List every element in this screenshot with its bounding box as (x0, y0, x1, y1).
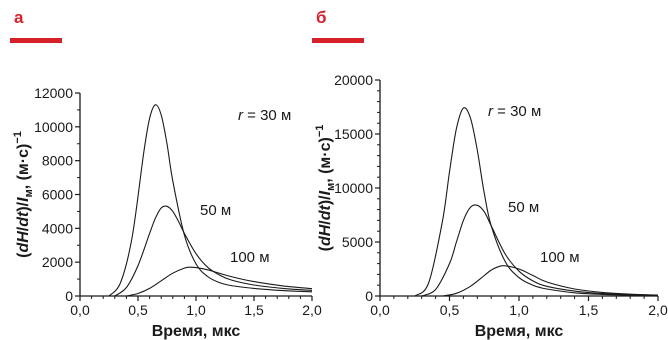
y-axis-title: (dH/dt)/Iм, (м·с)−1 (12, 131, 35, 258)
series-line-2 (126, 266, 313, 297)
y-tick-label: 0 (365, 288, 373, 304)
x-tick-label: 0,0 (370, 302, 390, 318)
panel-label-b: б (316, 8, 327, 27)
y-tick-label: 15000 (334, 126, 373, 142)
x-tick-label: 2,0 (302, 302, 322, 318)
series-line-0 (108, 104, 313, 297)
curve-label-1: 50 м (508, 199, 539, 216)
x-axis-title: Время, мкс (152, 323, 241, 340)
x-axis-title: Время, мкс (475, 323, 564, 340)
y-tick-label: 12000 (34, 85, 73, 101)
y-tick-label: 10000 (34, 119, 73, 135)
x-tick-label: 1,5 (579, 302, 599, 318)
chart-b: 0,0 0,5 1,0 1,5 2,0 0 5000 10000 15000 20000 Время… (314, 72, 668, 340)
chart-a: 0,0 0,5 1,0 1,5 2,0 0 2000 4000 6000 8000 10000 120… (12, 85, 322, 340)
series-line-1 (421, 204, 659, 297)
x-tick-label: 1,5 (244, 302, 264, 318)
y-tick-label: 0 (65, 288, 73, 304)
series-line-0 (414, 107, 659, 297)
x-tick-label: 0,0 (70, 302, 90, 318)
curve-label-0: r = 30 м (488, 103, 541, 120)
y-tick-label: 8000 (42, 153, 73, 169)
panel-label-a: а (14, 8, 24, 27)
panel-bar-b (312, 38, 364, 43)
series-line-2 (442, 265, 659, 297)
x-tick-label: 0,5 (440, 302, 460, 318)
curve-label-2: 100 м (230, 249, 270, 266)
curve-label-2: 100 м (540, 249, 580, 266)
y-tick-label: 6000 (42, 187, 73, 203)
y-axis-title: (dH/dt)/Iм, (м·с)−1 (314, 125, 337, 252)
y-tick-label: 2000 (42, 254, 73, 270)
y-tick-label: 10000 (334, 180, 373, 196)
y-tick-label: 5000 (342, 234, 373, 250)
x-tick-label: 1,0 (509, 302, 529, 318)
x-tick-label: 0,5 (128, 302, 148, 318)
y-tick-label: 20000 (334, 72, 373, 88)
series-line-1 (114, 205, 313, 297)
y-tick-label: 4000 (42, 220, 73, 236)
x-tick-label: 1,0 (186, 302, 206, 318)
curve-label-0: r = 30 м (238, 107, 291, 124)
panel-bar-a (10, 38, 62, 43)
x-tick-label: 2,0 (648, 302, 668, 318)
curve-label-1: 50 м (200, 202, 231, 219)
